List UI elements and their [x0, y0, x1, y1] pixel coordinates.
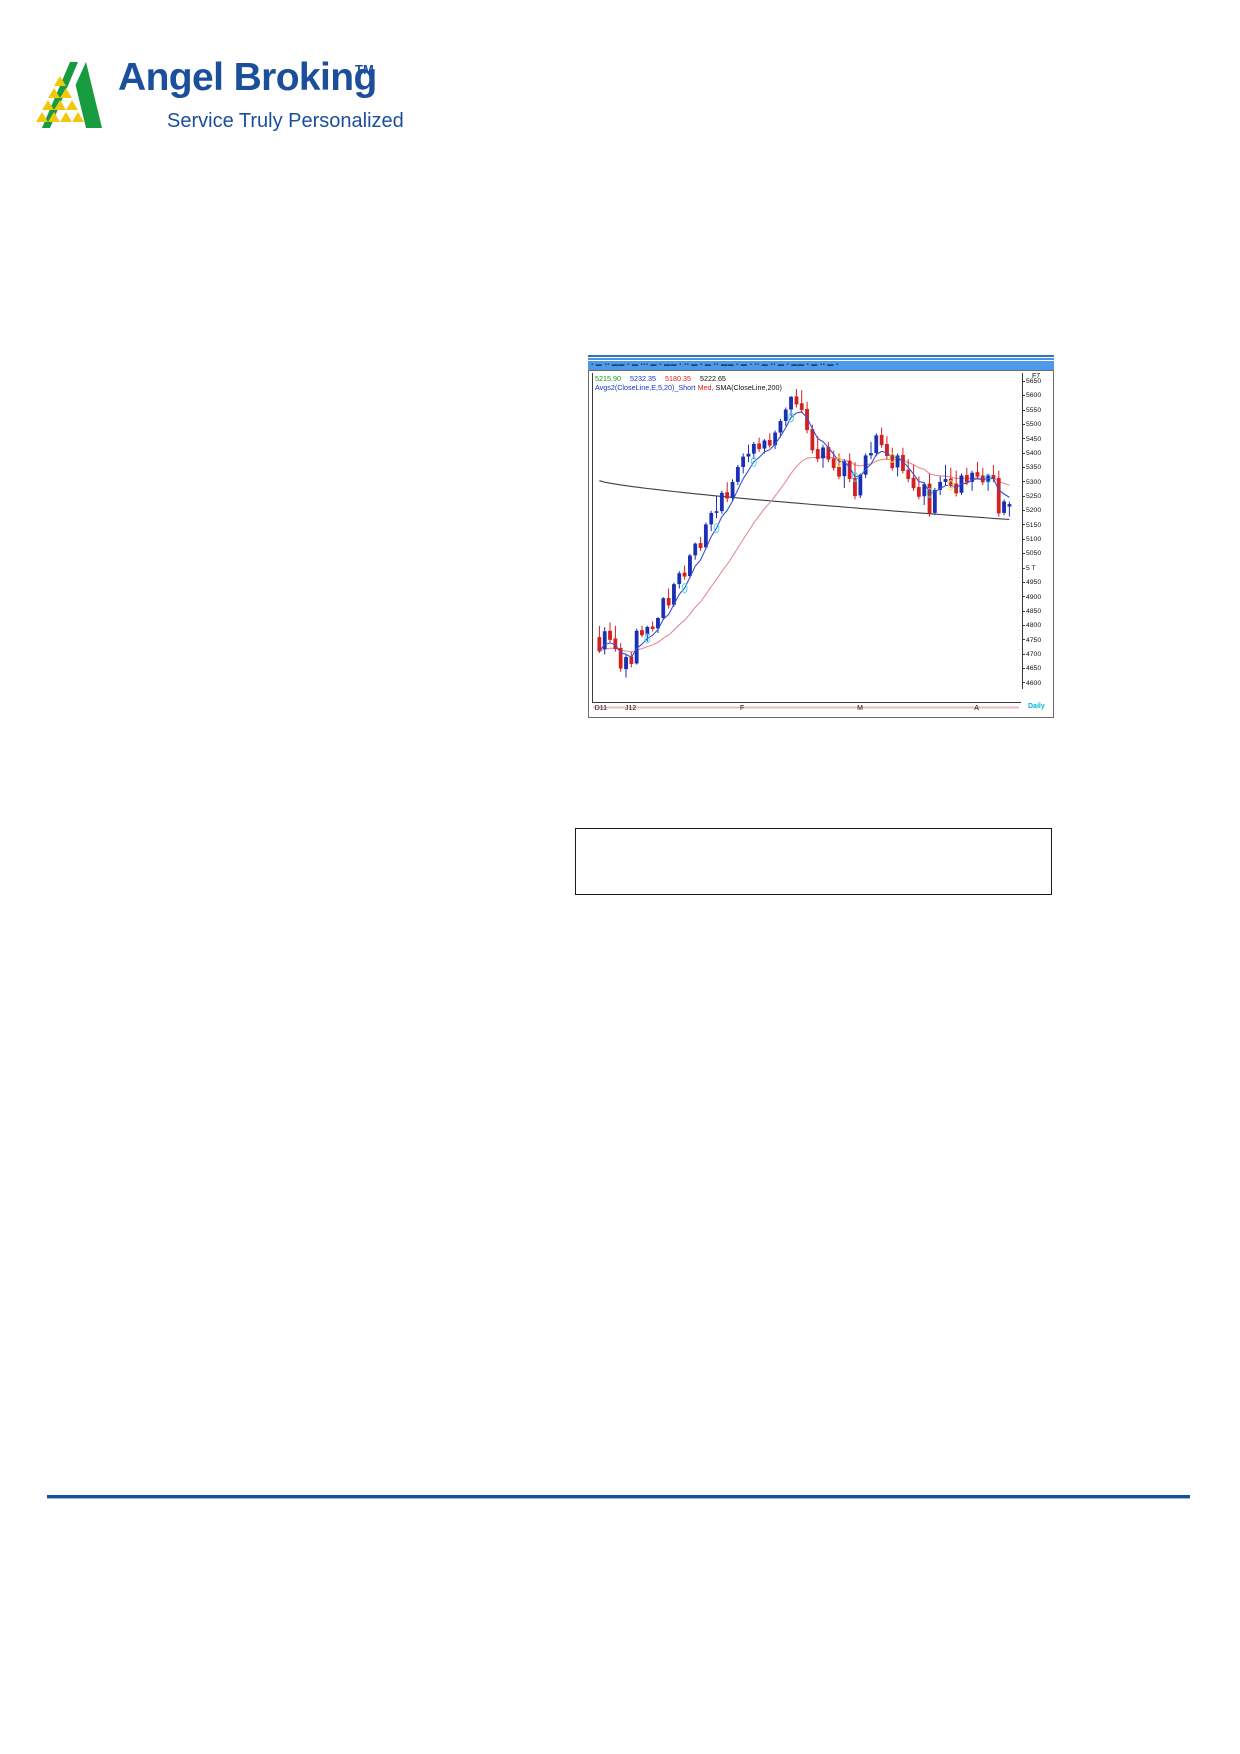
- date-tick: D11: [594, 705, 608, 712]
- price-tick: 5600: [1022, 392, 1041, 399]
- price-axis-line: [1022, 373, 1023, 689]
- toolbar-glyphs: ▪ ▬ ▪▪ ▬▬ ▪ ▬ ▪▪▪ ▬ ▪ ▬▬ ▪ ▪▪ ▬ ▪ ▬ ▪▪ ▬…: [591, 362, 839, 368]
- price-tick: 5150: [1022, 522, 1041, 529]
- chart-window-body: 5215.90 5232.35 5180.35 5222.65 Avgs2(Cl…: [588, 370, 1054, 718]
- legend-med-avg: Med,: [697, 383, 714, 392]
- price-tick: 5050: [1022, 550, 1041, 557]
- chart-window[interactable]: ▪ ▬ ▪▪ ▬▬ ▪ ▬ ▪▪▪ ▬ ▪ ▬▬ ▪ ▪▪ ▬ ▪ ▬ ▪▪ ▬…: [588, 355, 1054, 718]
- price-tick: 5650: [1022, 378, 1041, 385]
- ohlc-close: 5222.65: [699, 374, 726, 383]
- date-tick: A: [974, 705, 979, 712]
- indicator-legend: Avgs2(CloseLine,E,5,20)_Short Med, SMA(C…: [595, 383, 782, 392]
- price-tick: 5300: [1022, 479, 1041, 486]
- brand-logo: Angel Broking TM Service Truly Personali…: [30, 56, 404, 150]
- price-tick: 5500: [1022, 421, 1041, 428]
- date-axis: D11 J12 F M A: [593, 705, 1021, 717]
- price-tick: 4850: [1022, 608, 1041, 615]
- note-box: [575, 828, 1052, 895]
- ohlc-low: 5180.35: [664, 374, 691, 383]
- legend-sma: SMA(CloseLine,200): [715, 383, 782, 392]
- price-tick: 5400: [1022, 450, 1041, 457]
- price-tick: 4600: [1022, 680, 1041, 687]
- price-tick: 5100: [1022, 536, 1041, 543]
- price-tick: 4900: [1022, 594, 1041, 601]
- date-tick: M: [857, 705, 863, 712]
- footer-rule: [47, 1495, 1190, 1499]
- price-tick: 5 T: [1022, 565, 1036, 572]
- ohlc-open: 5215.90: [595, 374, 621, 383]
- price-tick: 4800: [1022, 622, 1041, 629]
- chart-window-toolbar[interactable]: ▪ ▬ ▪▪ ▬▬ ▪ ▬ ▪▪▪ ▬ ▪ ▬▬ ▪ ▪▪ ▬ ▪ ▬ ▪▪ ▬…: [588, 361, 1054, 370]
- frequency-label: Daily: [1028, 703, 1045, 710]
- price-tick: 4700: [1022, 651, 1041, 658]
- price-tick: 4750: [1022, 637, 1041, 644]
- trademark-symbol: TM: [355, 62, 374, 77]
- price-tick: 5250: [1022, 493, 1041, 500]
- price-tick: 5350: [1022, 464, 1041, 471]
- brand-name: Angel Broking: [118, 56, 377, 99]
- chart-plot-frame: [592, 373, 1021, 703]
- volume-strip: [593, 697, 1019, 709]
- candlestick-plot: [593, 389, 1019, 701]
- legend-short-avg: Avgs2(CloseLine,E,5,20)_Short: [595, 383, 696, 392]
- price-tick: 5450: [1022, 436, 1041, 443]
- chart-period-label: F7: [1032, 373, 1041, 380]
- brand-tagline: Service Truly Personalized: [167, 110, 404, 132]
- angel-triangle-logo-icon: [30, 62, 102, 128]
- date-tick: F: [739, 705, 745, 712]
- price-tick: 4950: [1022, 579, 1041, 586]
- price-axis: F7 5650 5600 5550 5500 5450 5400 5350 5300 5250 5…: [1022, 373, 1053, 719]
- chart-window-titlebar[interactable]: [588, 355, 1054, 360]
- price-tick: 5200: [1022, 507, 1041, 514]
- ohlc-high: 5232.35: [629, 374, 656, 383]
- price-tick: 5550: [1022, 407, 1041, 414]
- price-tick: 4650: [1022, 665, 1041, 672]
- ohlc-readout: 5215.90 5232.35 5180.35 5222.65: [595, 374, 733, 383]
- date-tick: J12: [624, 705, 637, 712]
